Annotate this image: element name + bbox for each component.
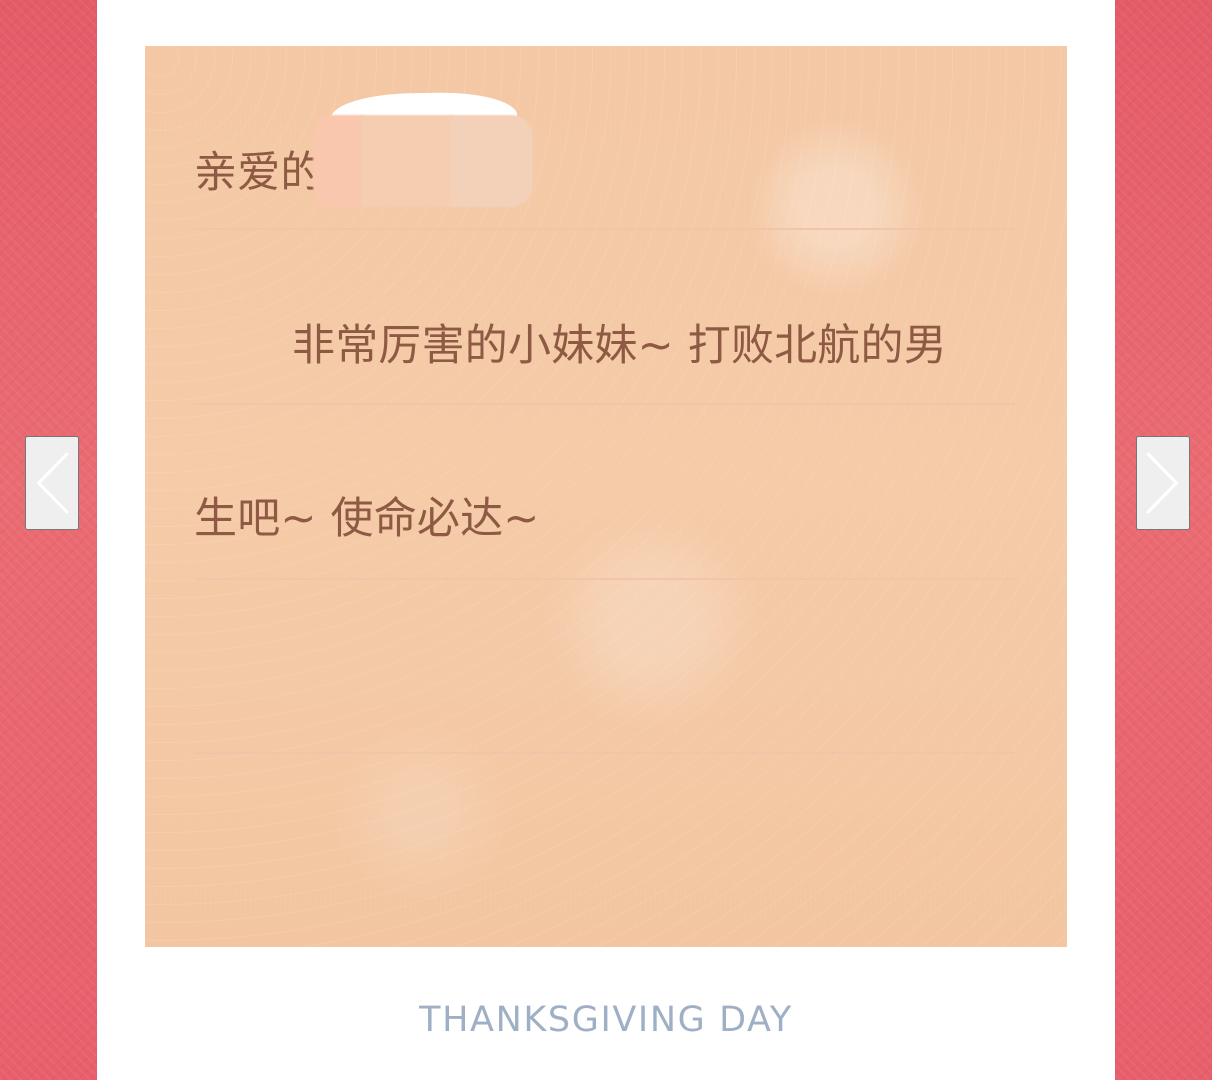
name-redaction: [313, 91, 535, 211]
letter-line-2: 生吧~ 使命必达~: [194, 494, 540, 544]
letter-paper: 亲爱的 非常厉害的小妹妹~ 打败北航的男 生吧~ 使命必达~: [145, 46, 1067, 947]
chevron-left-icon: [33, 439, 71, 527]
letter-line: [194, 228, 1015, 230]
previous-button[interactable]: [25, 436, 79, 530]
letter-line: [194, 752, 1015, 754]
letter-line: [194, 403, 1015, 405]
letter-card: 亲爱的 非常厉害的小妹妹~ 打败北航的男 生吧~ 使命必达~ THANKSGIV…: [97, 0, 1115, 1080]
letter-line-1: 非常厉害的小妹妹~ 打败北航的男: [292, 321, 947, 371]
next-button[interactable]: [1136, 436, 1190, 530]
letter-line: [194, 578, 1015, 580]
footer-title: THANKSGIVING DAY: [419, 1000, 793, 1040]
chevron-right-icon: [1144, 439, 1182, 527]
letter-greeting: 亲爱的: [194, 148, 324, 198]
